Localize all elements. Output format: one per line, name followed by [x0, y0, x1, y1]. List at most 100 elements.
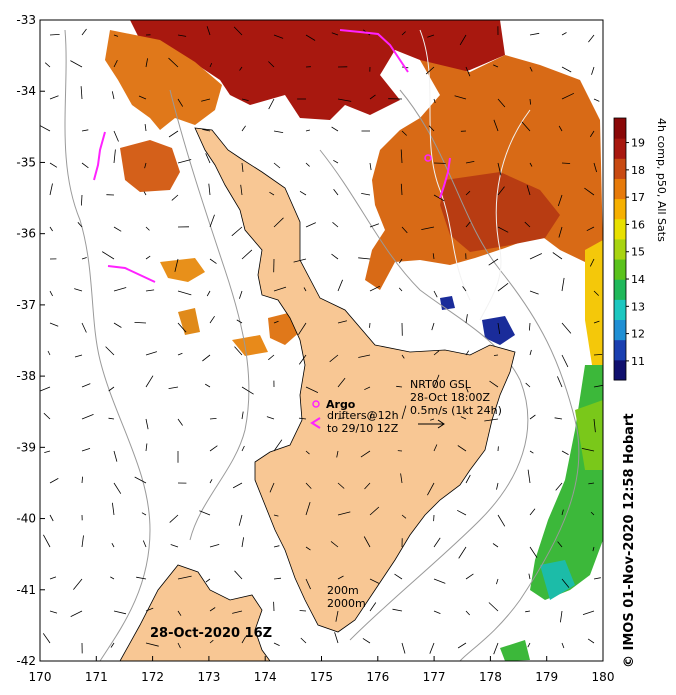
current-arrow: [529, 253, 542, 260]
current-arrow: [433, 444, 438, 452]
current-arrow: [77, 222, 83, 228]
current-arrow: [369, 162, 372, 171]
sst-isotherm: [479, 109, 531, 321]
sst-patch-northwest-orange: [105, 30, 222, 130]
current-arrow: [334, 632, 339, 644]
current-arrow: [431, 322, 435, 331]
current-arrow: [241, 411, 244, 420]
current-arrow: [74, 288, 83, 292]
current-arrow: [457, 445, 467, 452]
current-arrow: [465, 386, 469, 393]
current-arrow: [303, 287, 307, 292]
current-arrow: [369, 223, 380, 228]
current-arrow: [497, 514, 506, 527]
current-arrow: [433, 578, 446, 584]
y-tick-label: -39: [16, 440, 36, 454]
current-arrow: [204, 383, 211, 388]
current-arrow: [145, 375, 154, 388]
current-arrow: [527, 469, 531, 484]
current-arrow: [171, 194, 179, 201]
current-arrow: [49, 322, 59, 327]
current-arrow: [527, 642, 531, 648]
current-arrow: [529, 508, 536, 516]
current-arrow: [369, 322, 371, 328]
x-tick-label: 180: [592, 670, 615, 684]
current-arrow: [369, 602, 377, 612]
current-arrow: [205, 153, 211, 164]
x-tick-label: 176: [366, 670, 389, 684]
colorbar-tick-label: 18: [631, 164, 645, 177]
current-arrow: [335, 610, 339, 622]
current-arrow: [497, 186, 505, 196]
current-arrow: [529, 450, 534, 454]
bathymetry-contour-east-outer: [399, 89, 580, 661]
argo-float-marker: [424, 154, 432, 162]
current-arrow: [110, 642, 115, 648]
current-arrow: [232, 482, 243, 489]
current-arrow: [333, 188, 339, 196]
current-arrow: [525, 382, 531, 388]
current-arrow: [81, 322, 87, 333]
sst-patch-northwest-small: [120, 140, 180, 192]
current-arrow: [398, 287, 403, 292]
current-arrow: [199, 510, 211, 516]
current-arrow: [465, 573, 474, 580]
current-arrow: [305, 578, 311, 590]
current-arrow: [529, 162, 533, 167]
sst-patch-east-cyan: [540, 560, 575, 600]
current-arrow: [145, 418, 149, 430]
current-arrow: [209, 479, 213, 484]
current-arrow: [236, 319, 243, 324]
current-arrow: [427, 482, 435, 496]
current-arrow: [561, 354, 569, 368]
current-arrow: [593, 162, 597, 173]
current-arrow: [529, 546, 538, 558]
current-arrow: [465, 314, 468, 324]
current-arrow: [74, 354, 83, 358]
current-arrow: [168, 130, 179, 138]
current-arrow: [429, 642, 435, 654]
current-arrow: [177, 418, 183, 426]
current-arrow: [358, 257, 371, 260]
current-arrow: [40, 386, 51, 392]
current-arrow: [209, 639, 214, 644]
current-arrow: [177, 34, 187, 37]
current-arrow: [433, 610, 441, 614]
current-arrow: [465, 161, 475, 164]
x-tick-label: 175: [310, 670, 333, 684]
current-arrow: [364, 386, 371, 391]
current-arrow: [177, 610, 182, 616]
current-arrow: [593, 577, 601, 580]
current-arrow: [273, 642, 280, 646]
current-arrow: [81, 414, 94, 420]
current-arrow: [305, 501, 311, 516]
current-arrow: [552, 252, 563, 260]
colorbar-swatch: [614, 138, 626, 159]
current-arrow: [134, 476, 147, 484]
current-arrow: [145, 289, 155, 292]
current-arrow: [398, 258, 403, 264]
current-arrow: [238, 514, 243, 526]
current-arrow: [44, 450, 51, 453]
current-arrow: [145, 642, 159, 647]
current-arrow: [143, 191, 147, 196]
current-arrow: [428, 125, 435, 132]
current-arrow: [81, 129, 89, 132]
current-arrow: [524, 221, 531, 228]
current-arrow: [49, 34, 60, 36]
colorbar-swatch: [614, 339, 626, 361]
current-arrow: [457, 509, 467, 516]
current-arrow: [497, 226, 509, 233]
current-arrow: [305, 129, 310, 132]
current-arrow: [592, 546, 595, 552]
current-arrow: [369, 578, 380, 584]
current-arrow: [401, 514, 407, 519]
current-arrow: [433, 350, 440, 356]
current-arrow: [581, 448, 595, 452]
current-arrow: [305, 34, 316, 41]
sst-patch-west-coast: [178, 308, 200, 335]
current-arrow: [493, 354, 499, 356]
current-arrow: [593, 320, 600, 324]
current-arrow: [561, 162, 571, 164]
sst-patch-east-lime: [575, 400, 603, 470]
